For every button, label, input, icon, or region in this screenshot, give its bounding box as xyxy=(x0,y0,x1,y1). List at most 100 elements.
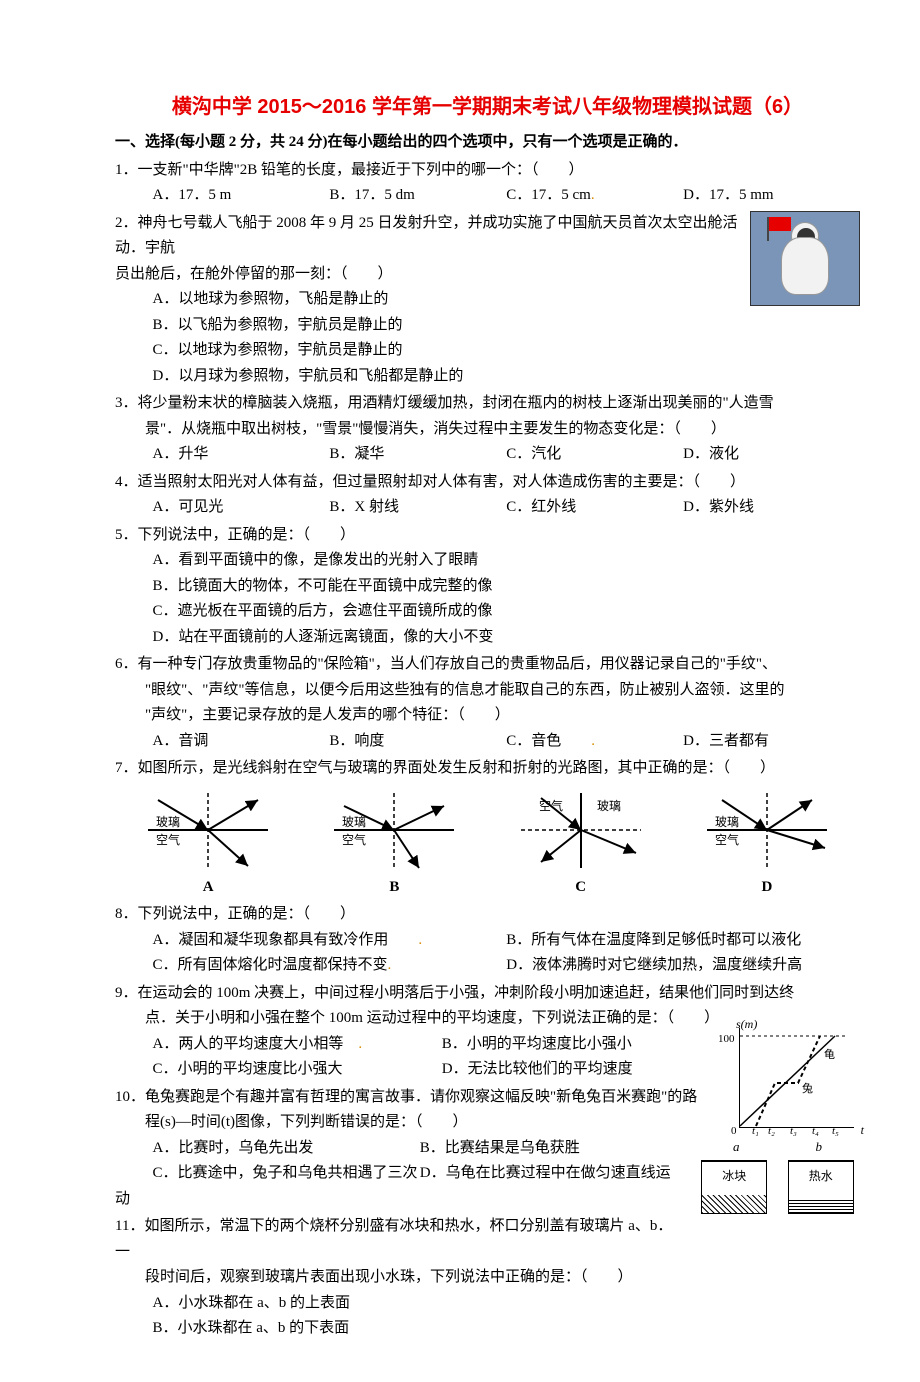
diagram-a-label: A xyxy=(133,875,283,901)
q10-opt-d: D．乌龟在比赛过程中在做匀速直线运 xyxy=(420,1161,687,1187)
q4-opt-b: B．X 射线 xyxy=(329,495,506,521)
beaker-a: 冰块 xyxy=(701,1160,767,1214)
q8-opt-b: B．所有气体在温度降到足够低时都可以液化 xyxy=(506,928,860,954)
q5-opt-c: C．遮光板在平面镜的后方，会遮住平面镜所成的像 xyxy=(115,599,860,625)
q8-opt-d: D．液体沸腾时对它继续加热，温度继续升高 xyxy=(506,953,860,979)
q5-opt-a: A．看到平面镜中的像，是像发出的光射入了眼睛 xyxy=(115,548,860,574)
q5-opt-b: B．比镜面大的物体，不可能在平面镜中成完整的像 xyxy=(115,574,860,600)
question-5: 5．下列说法中，正确的是：（ ） A．看到平面镜中的像，是像发出的光射入了眼睛 … xyxy=(115,523,860,651)
astronaut-image xyxy=(750,211,860,306)
q5-opt-d: D．站在平面镜前的人逐渐远离镜面，像的大小不变 xyxy=(115,625,860,651)
q2-opt-b: B．以飞船为参照物，宇航员是静止的 xyxy=(115,313,860,339)
q6-text-3: "声纹"，主要记录存放的是人发声的哪个特征：（ ） xyxy=(115,703,860,729)
q3-text-1: 3．将少量粉末状的樟脑装入烧瓶，用酒精灯缓缓加热，封闭在瓶内的树枝上逐渐出现美丽… xyxy=(115,391,860,417)
question-1: 1．一支新"中华牌"2B 铅笔的长度，最接近于下列中的哪一个：（ ） A．17．… xyxy=(115,158,860,209)
q6-opt-a: A．音调 xyxy=(153,729,330,755)
diagram-b: 玻璃 空气 B xyxy=(319,788,469,901)
q4-opt-c: C．红外线 xyxy=(506,495,683,521)
svg-text:空气: 空气 xyxy=(715,832,739,847)
q11-text-2: 段时间后，观察到玻璃片表面出现小水珠，下列说法中正确的是：（ ） xyxy=(115,1265,860,1291)
q2-text-1: 2．神舟七号载人飞船于 2008 年 9 月 25 日发射升空，并成功实施了中国… xyxy=(115,211,860,262)
q9-text-1: 9．在运动会的 100m 决赛上，中间过程小明落后于小强，冲刺阶段小明加速追赶，… xyxy=(115,981,860,1007)
question-4: 4．适当照射太阳光对人体有益，但过量照射却对人体有害，对人体造成伤害的主要是：（… xyxy=(115,470,860,521)
q4-opt-a: A．可见光 xyxy=(153,495,330,521)
svg-text:空气: 空气 xyxy=(156,832,180,847)
q6-opt-b: B．响度 xyxy=(329,729,506,755)
q7-diagrams: 玻璃 空气 A 玻璃 空气 B 空气 xyxy=(115,788,860,901)
q3-opt-d: D．液化 xyxy=(683,442,860,468)
q1-opt-c: C．17．5 cm. xyxy=(506,183,683,209)
svg-text:玻璃: 玻璃 xyxy=(342,815,366,829)
q10-opt-a: A．比赛时，乌龟先出发 xyxy=(153,1136,420,1162)
q2-opt-c: C．以地球为参照物，宇航员是静止的 xyxy=(115,338,860,364)
q6-opt-d: D．三者都有 xyxy=(683,729,860,755)
page-title: 横沟中学 2015～2016 学年第一学期期末考试八年级物理模拟试题（6） xyxy=(115,90,860,124)
q2-opt-d: D．以月球为参照物，宇航员和飞船都是静止的 xyxy=(115,364,860,390)
hot-label: 热水 xyxy=(789,1162,853,1186)
diagram-a: 玻璃 空气 A xyxy=(133,788,283,901)
q4-text: 4．适当照射太阳光对人体有益，但过量照射却对人体有害，对人体造成伤害的主要是：（… xyxy=(115,470,860,496)
q7-text: 7．如图所示，是光线斜射在空气与玻璃的界面处发生反射和折射的光路图，其中正确的是… xyxy=(115,756,860,782)
q1-text: 1．一支新"中华牌"2B 铅笔的长度，最接近于下列中的哪一个：（ ） xyxy=(115,158,860,184)
ink-mark: . xyxy=(388,957,392,973)
q5-text: 5．下列说法中，正确的是：（ ） xyxy=(115,523,860,549)
diagram-c-label: C xyxy=(506,875,656,901)
q8-opt-c: C．所有固体熔化时温度都保持不变. xyxy=(153,953,507,979)
svg-text:玻璃: 玻璃 xyxy=(156,815,180,829)
question-6: 6．有一种专门存放贵重物品的"保险箱"，当人们存放自己的贵重物品后，用仪器记录自… xyxy=(115,652,860,754)
graph-ymax: 100 xyxy=(718,1030,735,1049)
q9-opt-b: B．小明的平均速度比小强小 xyxy=(442,1032,731,1058)
q1-opt-d: D．17．5 mm xyxy=(683,183,860,209)
question-10: 10．龟兔赛跑是个有趣并富有哲理的寓言故事．请你观察这幅反映"新龟兔百米赛跑"的… xyxy=(115,1085,860,1213)
q10-opt-b: B．比赛结果是乌龟获胜 xyxy=(420,1136,687,1162)
ink-mark: . xyxy=(358,1036,362,1052)
q9-opt-d: D．无法比较他们的平均速度 xyxy=(442,1057,731,1083)
q3-opt-b: B．凝华 xyxy=(329,442,506,468)
svg-text:玻璃: 玻璃 xyxy=(597,799,621,813)
question-8: 8．下列说法中，正确的是：（ ） A．凝固和凝华现象都具有致冷作用 . B．所有… xyxy=(115,902,860,979)
q6-opt-c: C．音色 . xyxy=(506,729,683,755)
question-11: 11．如图所示，常温下的两个烧杯分别盛有冰块和热水，杯口分别盖有玻璃片 a、b．… xyxy=(115,1214,860,1342)
q3-text-2: 景"．从烧瓶中取出树枝，"雪景"慢慢消失，消失过程中主要发生的物态变化是：（ ） xyxy=(115,417,860,443)
ink-mark: . xyxy=(591,187,595,203)
diagram-d-label: D xyxy=(692,875,842,901)
q11-opt-a: A．小水珠都在 a、b 的上表面 xyxy=(115,1291,860,1317)
beaker-b: 热水 xyxy=(788,1160,854,1214)
q6-text-1: 6．有一种专门存放贵重物品的"保险箱"，当人们存放自己的贵重物品后，用仪器记录自… xyxy=(115,652,860,678)
q4-opt-d: D．紫外线 xyxy=(683,495,860,521)
q10-text-2: 程(s)—时间(t)图像，下列判断错误的是：（ ） xyxy=(115,1110,860,1136)
graph-x-label: t xyxy=(861,1120,864,1140)
q11-opt-b: B．小水珠都在 a、b 的下表面 xyxy=(115,1316,860,1342)
ink-mark: . xyxy=(591,733,595,749)
beaker-b-label: b xyxy=(816,1136,823,1158)
q3-opt-c: C．汽化 xyxy=(506,442,683,468)
diagram-d: 玻璃 空气 D xyxy=(692,788,842,901)
q8-text: 8．下列说法中，正确的是：（ ） xyxy=(115,902,860,928)
q10-text-1: 10．龟兔赛跑是个有趣并富有哲理的寓言故事．请你观察这幅反映"新龟兔百米赛跑"的… xyxy=(115,1085,860,1111)
q2-text-2: 员出舱后，在舱外停留的那一刻：（ ） xyxy=(115,262,860,288)
svg-text:空气: 空气 xyxy=(342,832,366,847)
question-3: 3．将少量粉末状的樟脑装入烧瓶，用酒精灯缓缓加热，封闭在瓶内的树枝上逐渐出现美丽… xyxy=(115,391,860,468)
ice-label: 冰块 xyxy=(702,1162,766,1186)
q11-beakers: a b 冰块 热水 xyxy=(695,1136,860,1214)
q9-opt-c: C．小明的平均速度比小强大 xyxy=(153,1057,442,1083)
q8-opt-a: A．凝固和凝华现象都具有致冷作用 . xyxy=(153,928,507,954)
beaker-a-label: a xyxy=(733,1136,740,1158)
diagram-b-label: B xyxy=(319,875,469,901)
q1-opt-b: B．17．5 dm xyxy=(329,183,506,209)
q1-opt-a: A．17．5 m xyxy=(153,183,330,209)
q2-opt-a: A．以地球为参照物，飞船是静止的 xyxy=(115,287,860,313)
svg-text:玻璃: 玻璃 xyxy=(715,815,739,829)
svg-text:空气: 空气 xyxy=(539,798,563,813)
q10-opt-c: C．比赛途中，兔子和乌龟共相遇了三次 xyxy=(153,1161,420,1187)
question-9: 9．在运动会的 100m 决赛上，中间过程小明落后于小强，冲刺阶段小明加速追赶，… xyxy=(115,981,860,1083)
q6-text-2: "眼纹"、"声纹"等信息，以便今后用这些独有的信息才能取自己的东西，防止被别人盗… xyxy=(115,678,860,704)
ink-mark: . xyxy=(418,932,422,948)
q11-text-1: 11．如图所示，常温下的两个烧杯分别盛有冰块和热水，杯口分别盖有玻璃片 a、b．… xyxy=(115,1214,860,1265)
q9-opt-a: A．两人的平均速度大小相等 . xyxy=(153,1032,442,1058)
section-1-header: 一、选择(每小题 2 分，共 24 分)在每小题给出的四个选项中，只有一个选项是… xyxy=(115,130,860,156)
svg-text:龟: 龟 xyxy=(824,1048,835,1061)
diagram-c: 空气 玻璃 C xyxy=(506,788,656,901)
question-7: 7．如图所示，是光线斜射在空气与玻璃的界面处发生反射和折射的光路图，其中正确的是… xyxy=(115,756,860,900)
q3-opt-a: A．升华 xyxy=(153,442,330,468)
